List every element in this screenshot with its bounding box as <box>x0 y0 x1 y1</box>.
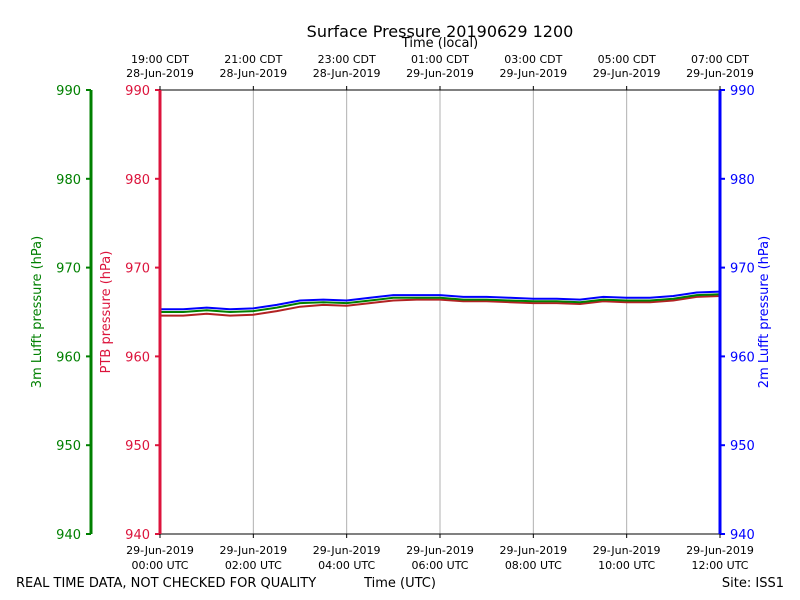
top-tick-date: 29-Jun-2019 <box>499 67 567 80</box>
bottom-tick-date: 29-Jun-2019 <box>126 544 194 557</box>
y-tick-label-ptb: 980 <box>125 173 150 188</box>
bottom-tick-date: 29-Jun-2019 <box>219 544 287 557</box>
y-tick-label-ptb: 970 <box>125 262 150 277</box>
bottom-tick-time: 12:00 UTC <box>691 559 748 572</box>
top-tick-time: 07:00 CDT <box>691 53 749 66</box>
y-axis-label-lufft2m: 2m Lufft pressure (hPa) <box>757 236 772 388</box>
bottom-tick-time: 02:00 UTC <box>225 559 282 572</box>
top-tick-time: 23:00 CDT <box>318 53 376 66</box>
bottom-tick-date: 29-Jun-2019 <box>686 544 754 557</box>
y-tick-label-lufft2m: 960 <box>730 350 755 365</box>
bottom-tick-date: 29-Jun-2019 <box>313 544 381 557</box>
bottom-tick-time: 10:00 UTC <box>598 559 655 572</box>
x-axis-label: Time (UTC) <box>364 576 436 591</box>
y-tick-label-lufft2m: 940 <box>730 528 755 543</box>
quality-disclaimer: REAL TIME DATA, NOT CHECKED FOR QUALITY <box>16 576 317 591</box>
y-tick-label-ptb: 940 <box>125 528 150 543</box>
y-tick-label-lufft3m: 940 <box>56 528 81 543</box>
site-label: Site: ISS1 <box>721 576 784 591</box>
y-tick-label-lufft3m: 960 <box>56 350 81 365</box>
bottom-tick-time: 04:00 UTC <box>318 559 375 572</box>
top-tick-time: 21:00 CDT <box>224 53 282 66</box>
y-tick-label-ptb: 950 <box>125 439 150 454</box>
top-tick-date: 28-Jun-2019 <box>313 67 381 80</box>
series-line-3m-lufft-pressure <box>160 293 721 314</box>
top-tick-date: 28-Jun-2019 <box>219 67 287 80</box>
series-line-2m-lufft-pressure <box>160 290 721 311</box>
y-tick-label-lufft3m: 980 <box>56 173 81 188</box>
top-tick-date: 29-Jun-2019 <box>593 67 661 80</box>
y-tick-label-lufft2m: 950 <box>730 439 755 454</box>
bottom-tick-time: 06:00 UTC <box>411 559 468 572</box>
tick-labels: 940 950 960 970 980 990 3m Lufft pressure (hPa… <box>30 53 772 572</box>
y-axis-label-lufft3m: 3m Lufft pressure (hPa) <box>30 236 45 388</box>
axes <box>86 86 725 538</box>
series-lines <box>160 290 721 317</box>
top-tick-time: 03:00 CDT <box>504 53 562 66</box>
top-axis-label: Time (local) <box>401 36 478 51</box>
bottom-tick-date: 29-Jun-2019 <box>499 544 567 557</box>
y-tick-label-lufft2m: 980 <box>730 173 755 188</box>
bottom-tick-time: 08:00 UTC <box>505 559 562 572</box>
bottom-tick-date: 29-Jun-2019 <box>593 544 661 557</box>
top-tick-time: 19:00 CDT <box>131 53 189 66</box>
chart-title: Surface Pressure 20190629 1200 <box>307 22 574 41</box>
top-tick-time: 01:00 CDT <box>411 53 469 66</box>
y-tick-label-ptb: 990 <box>125 84 150 99</box>
top-tick-date: 29-Jun-2019 <box>406 67 474 80</box>
y-tick-label-lufft3m: 970 <box>56 262 81 277</box>
y-tick-label-lufft3m: 990 <box>56 84 81 99</box>
top-tick-time: 05:00 CDT <box>598 53 656 66</box>
bottom-tick-date: 29-Jun-2019 <box>406 544 474 557</box>
top-tick-date: 29-Jun-2019 <box>686 67 754 80</box>
y-tick-label-lufft2m: 970 <box>730 262 755 277</box>
y-tick-label-ptb: 960 <box>125 350 150 365</box>
grid <box>252 90 628 534</box>
y-tick-label-lufft2m: 990 <box>730 84 755 99</box>
series-line-ptb-pressure <box>160 295 721 317</box>
bottom-tick-time: 00:00 UTC <box>131 559 188 572</box>
y-axis-label-ptb: PTB pressure (hPa) <box>99 251 114 374</box>
top-tick-date: 28-Jun-2019 <box>126 67 194 80</box>
y-tick-label-lufft3m: 950 <box>56 439 81 454</box>
